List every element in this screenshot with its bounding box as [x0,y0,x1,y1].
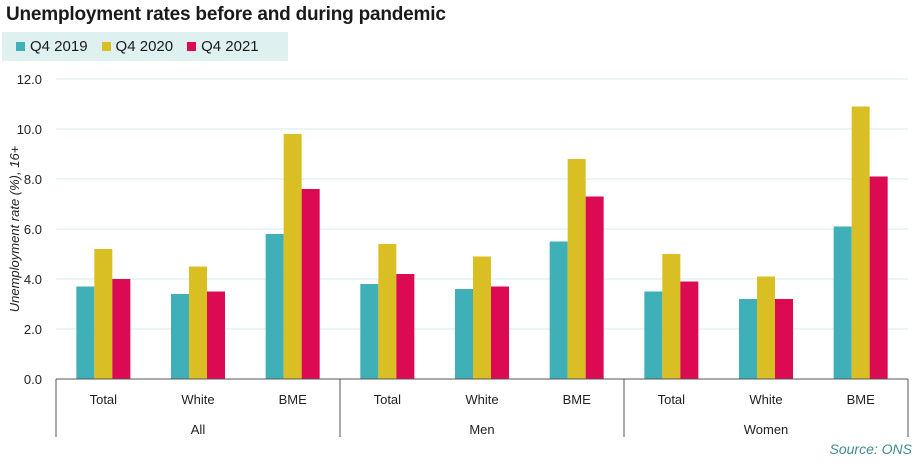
bar [265,234,284,379]
bar [680,281,699,379]
bar [585,196,604,379]
y-tick-label: 0.0 [24,372,42,387]
bar [549,241,568,379]
bar [833,226,852,379]
x-category-label: BME [847,392,876,407]
bar [112,279,131,379]
x-category-label: White [749,392,782,407]
bar [869,176,888,379]
source-note: Source: ONS [829,441,912,457]
legend-item-q4-2021: Q4 2021 [187,38,259,55]
bar [396,274,415,379]
bar [189,266,207,379]
legend-item-q4-2019: Q4 2019 [16,38,88,55]
bar [851,106,870,379]
bar [644,291,663,379]
y-tick-label: 2.0 [24,322,42,337]
bar [473,256,491,379]
x-category-label: BME [563,392,592,407]
y-tick-label: 4.0 [24,272,42,287]
x-category-label: White [465,392,498,407]
bar [739,299,757,379]
x-category-label: Total [658,392,686,407]
chart-title: Unemployment rates before and during pan… [6,4,446,25]
x-category-label: Total [374,392,402,407]
legend-swatch-q4-2019 [16,42,25,51]
bar [283,134,302,379]
legend-item-q4-2020: Q4 2020 [101,38,174,55]
bar [775,299,793,379]
y-tick-label: 8.0 [24,172,42,187]
legend-swatch-q4-2021 [187,42,197,51]
bar [171,294,189,379]
x-group-label: Women [744,422,789,437]
y-axis-title: Unemployment rate (%), 16+ [7,145,22,312]
bar [662,254,681,379]
legend-swatch-q4-2020 [101,42,111,51]
bar [491,286,509,379]
bar [378,244,397,379]
bar [567,159,586,379]
y-tick-label: 6.0 [24,222,42,237]
bar [757,276,775,379]
y-tick-label: 12.0 [17,72,42,87]
x-category-label: BME [279,392,308,407]
bar [455,289,473,379]
bar [76,286,95,379]
legend: Q4 2019 Q4 2020 Q4 2021 [2,32,288,61]
bar [360,284,379,379]
bar [301,189,320,379]
bar [207,291,225,379]
x-category-label: Total [90,392,118,407]
legend-label-q4-2020: Q4 2020 [115,38,174,55]
bar [94,249,113,379]
y-tick-label: 10.0 [17,122,42,137]
x-group-label: Men [469,422,494,437]
x-group-label: All [191,422,206,437]
legend-label-q4-2021: Q4 2021 [201,38,259,55]
legend-label-q4-2019: Q4 2019 [30,38,88,55]
x-category-label: White [181,392,214,407]
